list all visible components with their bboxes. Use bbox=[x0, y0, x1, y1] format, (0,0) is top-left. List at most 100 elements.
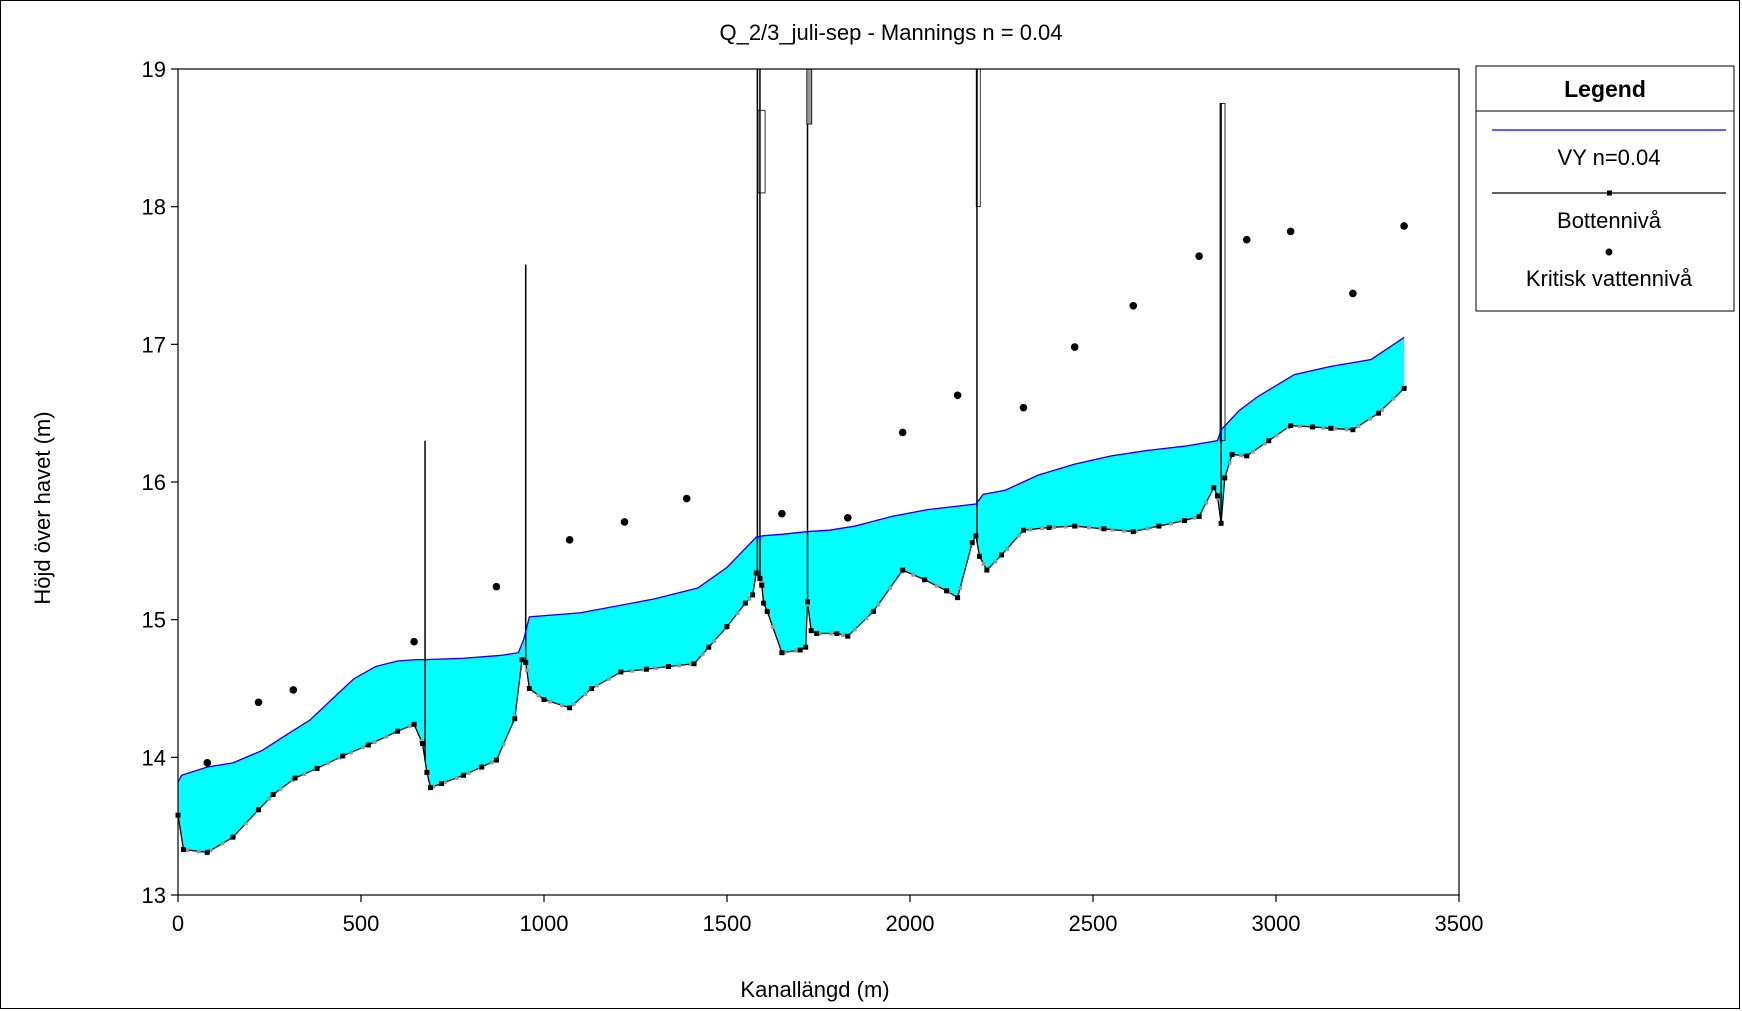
bottom-point bbox=[1222, 475, 1228, 481]
bottom-point bbox=[1046, 524, 1052, 530]
bottom-point bbox=[479, 764, 485, 770]
y-tick-label: 17 bbox=[142, 332, 166, 357]
bottom-minor-marker bbox=[1239, 453, 1244, 458]
bottom-minor-marker bbox=[993, 559, 998, 564]
bottom-minor-marker bbox=[1344, 427, 1349, 432]
bottom-minor-marker bbox=[243, 821, 248, 826]
bottom-point bbox=[1288, 423, 1294, 429]
bottom-minor-marker bbox=[841, 632, 846, 637]
y-tick-label: 18 bbox=[142, 195, 166, 220]
bottom-point bbox=[753, 570, 759, 576]
bottom-minor-marker bbox=[1297, 424, 1302, 429]
bottom-point bbox=[757, 575, 763, 581]
critical-point bbox=[953, 391, 962, 400]
bottom-minor-marker bbox=[1192, 515, 1197, 520]
legend-marker-critical bbox=[1605, 248, 1613, 256]
bottom-point bbox=[1401, 385, 1407, 391]
bottom-point bbox=[870, 608, 876, 614]
bottom-point bbox=[292, 775, 298, 781]
critical-point bbox=[254, 698, 263, 707]
bottom-minor-marker bbox=[700, 652, 705, 657]
critical-point bbox=[492, 582, 501, 591]
bottom-minor-marker bbox=[1250, 449, 1255, 454]
structure-box-4 bbox=[1219, 103, 1226, 442]
bottom-point bbox=[969, 540, 975, 546]
bottom-point bbox=[230, 834, 236, 840]
bottom-minor-marker bbox=[559, 703, 564, 708]
bottom-point bbox=[567, 705, 573, 711]
legend-title: Legend bbox=[1564, 76, 1646, 102]
critical-point bbox=[1129, 301, 1138, 310]
y-tick-label: 16 bbox=[142, 470, 166, 495]
bottom-minor-marker bbox=[747, 596, 752, 601]
critical-point bbox=[203, 759, 212, 767]
bottom-point bbox=[589, 686, 595, 691]
bottom-minor-marker bbox=[1368, 416, 1373, 421]
critical-point bbox=[565, 536, 574, 544]
legend-marker-bottom bbox=[1607, 190, 1612, 196]
bottom-minor-marker bbox=[571, 702, 576, 707]
bottom-point bbox=[270, 792, 276, 798]
bottom-minor-marker bbox=[876, 602, 881, 607]
bottom-point bbox=[314, 765, 320, 771]
bottom-minor-marker bbox=[220, 841, 225, 846]
critical-point bbox=[1070, 343, 1079, 351]
y-axis-label: Höjd över havet (m) bbox=[30, 411, 55, 604]
bottom-minor-marker bbox=[782, 650, 787, 655]
bottom-point bbox=[1328, 425, 1334, 431]
bottom-minor-marker bbox=[1016, 533, 1021, 538]
water-area bbox=[178, 337, 1405, 853]
bottom-point bbox=[419, 741, 425, 747]
bottom-minor-marker bbox=[548, 699, 553, 704]
legend-label-bottom: Bottennivå bbox=[1557, 208, 1662, 233]
bottom-point bbox=[1156, 523, 1162, 529]
bottom-point bbox=[180, 847, 186, 853]
structure-box-1 bbox=[806, 68, 813, 125]
bottom-point bbox=[395, 728, 401, 734]
bottom-point bbox=[460, 772, 466, 778]
bottom-minor-marker bbox=[852, 627, 857, 632]
bottom-minor-marker bbox=[1122, 528, 1127, 533]
critical-point bbox=[1286, 227, 1295, 236]
bottom-minor-marker bbox=[1332, 426, 1337, 431]
bottom-minor-marker bbox=[1215, 496, 1220, 501]
bottom-minor-marker bbox=[1063, 524, 1068, 529]
bottom-point bbox=[984, 567, 990, 573]
bottom-point bbox=[256, 807, 262, 813]
bottom-minor-marker bbox=[466, 771, 471, 776]
bottom-minor-marker bbox=[595, 683, 600, 688]
bottom-point bbox=[340, 753, 346, 759]
critical-point bbox=[843, 513, 852, 522]
chart-title: Q_2/3_juli-sep - Mannings n = 0.04 bbox=[719, 20, 1062, 45]
x-tick-label: 3500 bbox=[1435, 911, 1484, 936]
y-tick-label: 14 bbox=[142, 745, 166, 770]
bottom-minor-marker bbox=[770, 624, 775, 629]
bottom-minor-marker bbox=[407, 724, 412, 729]
critical-point bbox=[1242, 235, 1251, 244]
bottom-minor-marker bbox=[735, 610, 740, 615]
bottom-point bbox=[944, 588, 950, 594]
bottom-point bbox=[1020, 527, 1026, 533]
critical-point bbox=[289, 686, 298, 694]
bottom-minor-marker bbox=[1145, 526, 1150, 531]
bottom-minor-marker bbox=[513, 713, 518, 718]
bottom-point bbox=[764, 608, 770, 614]
bottom-minor-marker bbox=[1086, 525, 1091, 530]
bottom-minor-marker bbox=[829, 631, 834, 636]
bottom-point bbox=[1350, 427, 1356, 433]
bottom-point bbox=[439, 780, 445, 786]
legend: Legend VY n=0.04 Bottennivå Kritisk vatt… bbox=[1475, 65, 1735, 312]
bottom-minor-marker bbox=[524, 668, 529, 673]
bottom-minor-marker bbox=[489, 760, 494, 765]
x-tick-label: 1000 bbox=[520, 911, 569, 936]
bottom-minor-marker bbox=[1391, 396, 1396, 401]
structure-box-2 bbox=[757, 109, 766, 194]
bottom-point bbox=[797, 647, 803, 653]
bottom-minor-marker bbox=[1051, 525, 1056, 530]
x-tick-label: 2000 bbox=[886, 911, 935, 936]
bottom-point bbox=[1130, 529, 1136, 535]
bottom-minor-marker bbox=[887, 586, 892, 591]
bottom-minor-marker bbox=[185, 847, 190, 852]
bottom-minor-marker bbox=[653, 666, 658, 671]
bottom-minor-marker bbox=[688, 662, 693, 667]
